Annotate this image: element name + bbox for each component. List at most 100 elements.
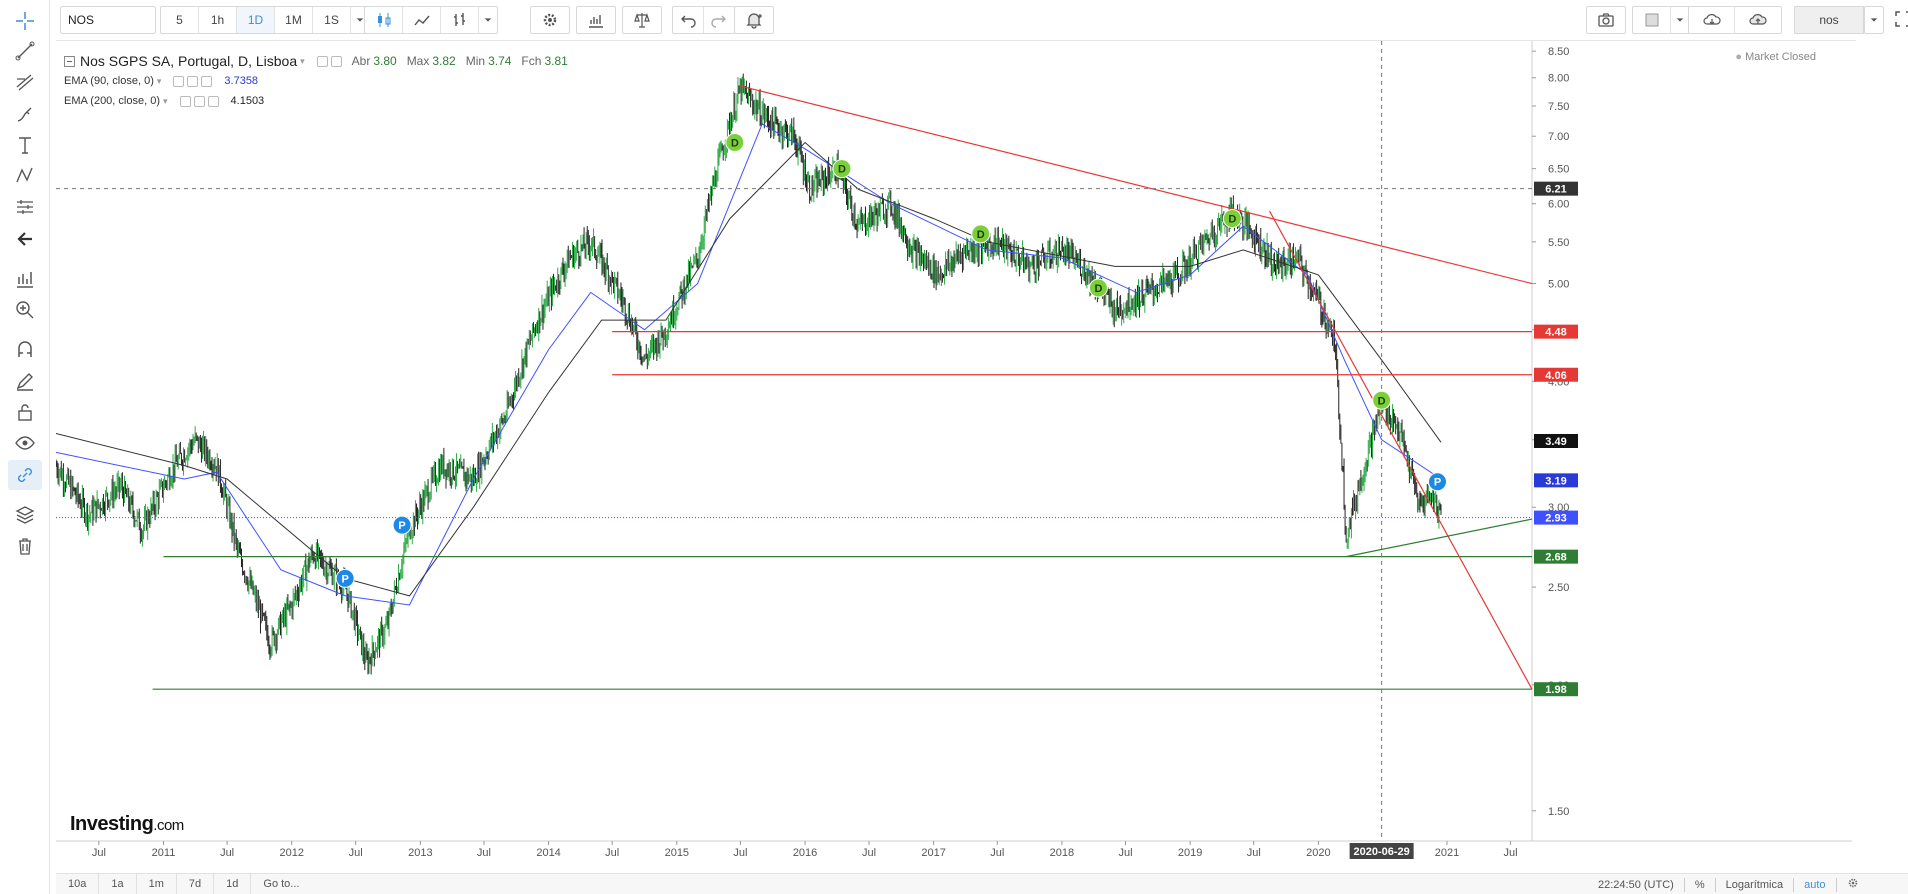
range-7d[interactable]: 7d [177,873,215,894]
title-chevron-down-icon[interactable]: ▾ [300,55,305,66]
range-1y[interactable]: 1a [99,873,137,894]
ema200-settings-icon[interactable] [193,95,205,107]
interval-dropdown-chevron-down-icon[interactable] [351,7,369,33]
logo-brand: Investing [70,813,154,835]
interval-1d[interactable]: 1D [237,7,275,33]
legend-ema90-row: EMA (90, close, 0) ▾ 3.7358 [64,71,568,91]
price-chart[interactable]: 1.502.002.503.003.504.004.505.005.506.00… [56,41,1856,861]
cloud-upload-icon[interactable] [1735,7,1781,33]
y-tick-label: 3.00 [1548,502,1569,514]
range-10y[interactable]: 10a [56,873,100,894]
percent-scale-toggle[interactable]: % [1694,878,1705,891]
auto-scale-toggle[interactable]: auto [1804,878,1826,891]
open-label: Abr [351,54,371,68]
drawing-mode-icon[interactable] [8,366,42,396]
range-1d[interactable]: 1d [214,873,252,894]
settings-group [530,6,570,34]
pattern-icon[interactable] [8,161,42,191]
event-marker-letter: D [838,164,846,176]
user-layout-button[interactable]: nos [1794,6,1864,34]
h-line-price-label [1534,549,1578,564]
indicators-toolbar-icon[interactable] [577,7,615,33]
x-tick-label: 2017 [921,847,945,859]
layers-icon[interactable] [8,500,42,530]
color-square-icon[interactable] [1633,7,1671,33]
ema200-eye-icon[interactable] [179,95,191,107]
interval-1m[interactable]: 1M [275,7,313,33]
event-marker-letter: D [977,229,985,241]
instrument-title: Nos SGPS SA, Portugal, D, Lisboa [80,53,298,69]
interval-1s[interactable]: 1S [313,7,351,33]
legend: Nos SGPS SA, Portugal, D, Lisboa ▾ Abr 3.… [64,51,568,111]
area-chart-icon[interactable] [403,7,441,33]
market-status: ● Market Closed [1735,51,1816,63]
bars-chart-icon[interactable] [441,7,479,33]
cloud-download-icon[interactable] [1689,7,1735,33]
ema90-close-icon[interactable] [201,75,213,87]
candles-icon[interactable] [365,7,403,33]
goto-date-button[interactable]: Go to... [263,878,300,890]
snapshot-group [1586,6,1626,34]
crosshair-price-label [1534,181,1578,196]
h-line-price-label [1534,324,1578,339]
compare-scale-icon[interactable] [623,7,661,33]
x-tick-label: Jul [605,847,619,859]
y-tick-label: 5.50 [1548,237,1569,249]
y-tick-label: 1.50 [1548,806,1569,818]
ema90-chevron-down-icon[interactable]: ▾ [156,75,162,86]
redo-icon[interactable] [704,7,734,33]
symbol-search-input[interactable]: NOS [60,6,156,34]
event-marker [1222,209,1242,229]
fib-retracement-icon[interactable] [8,67,42,97]
investing-logo: Investing.com [70,813,184,836]
trend-line [740,85,1533,285]
event-marker [1372,390,1392,410]
back-arrow-icon[interactable] [8,224,42,254]
ema90-label: EMA (90, close, 0) [64,75,154,87]
bottom-right-controls: 22:24:50 (UTC) % Logarítmica auto [1598,874,1859,894]
bottom-gear-icon[interactable] [1847,877,1859,892]
event-marker [971,224,991,244]
link-icon[interactable] [8,460,42,490]
x-tick-label: Jul [92,847,106,859]
log-scale-toggle[interactable]: Logarítmica [1725,878,1784,891]
event-marker [335,568,355,588]
camera-icon[interactable] [1587,7,1625,33]
color-chevron-down-icon[interactable] [1671,7,1689,33]
text-icon[interactable] [8,130,42,160]
range-1m[interactable]: 1m [137,873,177,894]
trash-icon[interactable] [8,531,42,561]
fullscreen-icon[interactable] [1888,6,1908,32]
event-marker [832,159,852,179]
eye-icon[interactable] [8,428,42,458]
measure-icon[interactable] [8,192,42,222]
collapse-legend-icon[interactable] [64,55,75,67]
y-tick-label: 2.50 [1548,582,1569,594]
zoom-icon[interactable] [8,295,42,325]
y-tick-label: 6.00 [1548,199,1569,211]
interval-5[interactable]: 5 [161,7,199,33]
crosshair-price-text: 6.21 [1545,184,1566,196]
eye-toggle-icon[interactable] [316,55,328,67]
chart-style-chevron-down-icon[interactable] [479,7,497,33]
brush-icon[interactable] [8,99,42,129]
interval-1h[interactable]: 1h [199,7,237,33]
fullscreen-group [1888,6,1908,34]
settings-toggle-icon[interactable] [330,55,342,67]
ema90-settings-icon[interactable] [187,75,199,87]
indicators-icon[interactable] [8,264,42,294]
ema90-eye-icon[interactable] [173,75,185,87]
user-chevron-down-icon[interactable] [1865,7,1883,33]
gear-icon[interactable] [531,7,569,33]
alert-bell-icon[interactable] [735,7,773,33]
x-tick-label: Jul [1504,847,1518,859]
lock-icon[interactable] [8,397,42,427]
trend-line-icon[interactable] [8,36,42,66]
crosshair-icon[interactable] [8,6,42,36]
undo-icon[interactable] [673,7,704,33]
chart-pane[interactable]: 1.502.002.503.003.504.004.505.005.506.00… [56,40,1856,861]
ema200-chevron-down-icon[interactable]: ▾ [163,95,168,106]
magnet-icon[interactable] [8,335,42,365]
ema200-close-icon[interactable] [207,95,219,107]
